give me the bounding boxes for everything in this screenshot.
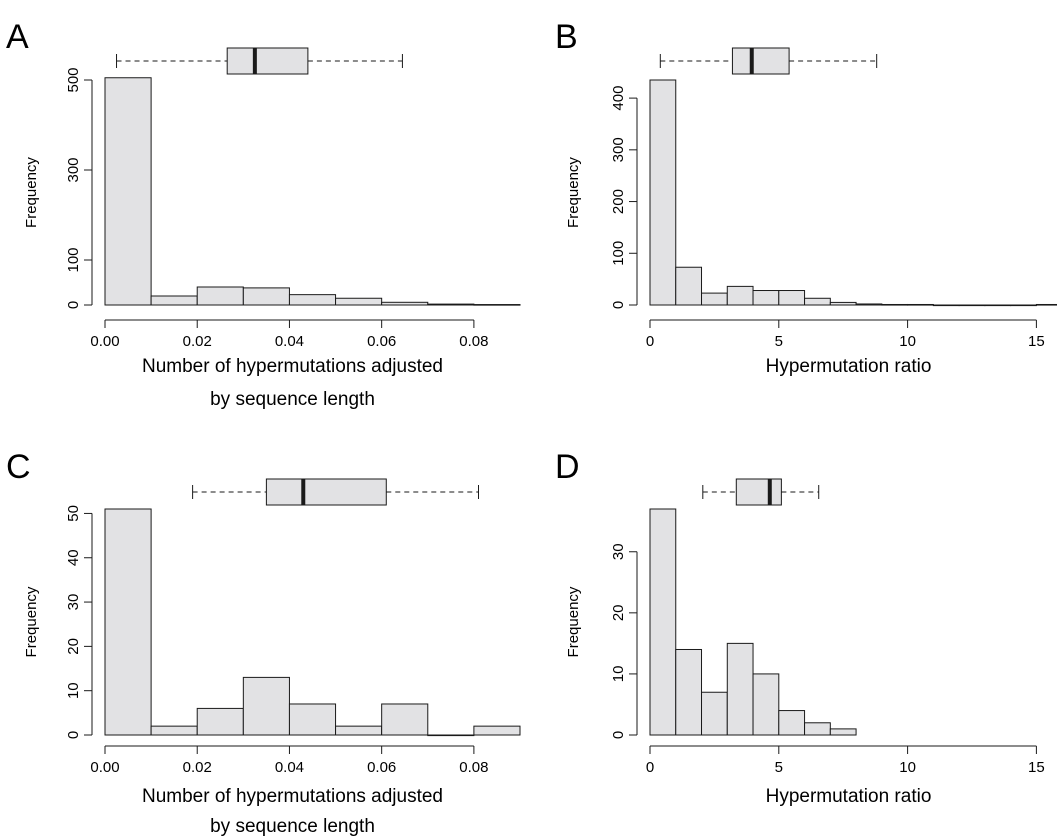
histogram-bar-C-3 <box>242 676 290 736</box>
histogram-bar-D-2 <box>701 691 728 736</box>
y-axis-title-C: Frequency <box>23 586 40 657</box>
x-tick-label-A-3: 0.06 <box>367 333 396 350</box>
y-tick-label-B-1: 100 <box>610 241 627 266</box>
panel-letter-D: D <box>555 448 580 486</box>
panel-letter-B: B <box>555 18 578 56</box>
x-tick-label-C-3: 0.06 <box>367 759 396 776</box>
histogram-bar-B-5 <box>778 290 806 306</box>
histogram-bar-B-4 <box>752 290 780 306</box>
y-tick-label-C-5: 50 <box>65 505 82 522</box>
y-tick-label-B-0: 0 <box>610 301 627 309</box>
histogram-bar-D-5 <box>778 710 806 736</box>
histogram-bar-C-1 <box>150 725 198 736</box>
histogram-bar-D-4 <box>752 673 780 736</box>
histogram-bar-D-6 <box>804 722 831 736</box>
histogram-bar-A-4 <box>288 294 337 306</box>
x-tick-label-A-2: 0.04 <box>275 333 304 350</box>
boxplot-box-C <box>265 478 387 506</box>
x-tick-label-A-4: 0.08 <box>459 333 488 350</box>
histogram-bar-A-7 <box>427 303 475 306</box>
x-tick-label-C-4: 0.08 <box>459 759 488 776</box>
y-tick-label-D-0: 0 <box>610 731 627 739</box>
y-tick-label-B-4: 400 <box>610 86 627 111</box>
x-tick-label-D-2: 10 <box>899 759 916 776</box>
histogram-bar-D-3 <box>726 642 754 736</box>
histogram-bar-B-15 <box>1035 303 1057 306</box>
x-axis-title-C: Number of hypermutations adjusted <box>142 786 443 807</box>
x-axis-title-line2-C: by sequence length <box>210 816 375 837</box>
histogram-bar-A-0 <box>104 77 152 306</box>
x-tick-label-D-3: 15 <box>1028 759 1045 776</box>
y-tick-label-C-3: 30 <box>65 594 82 611</box>
y-tick-label-C-1: 10 <box>65 682 82 699</box>
y-tick-label-D-2: 20 <box>610 604 627 621</box>
panel-letter-C: C <box>6 448 31 486</box>
x-tick-label-D-0: 0 <box>646 759 654 776</box>
y-axis-title-B: Frequency <box>565 157 582 228</box>
y-tick-label-D-1: 10 <box>610 666 627 683</box>
histogram-bar-B-1 <box>675 266 703 306</box>
histogram-bar-C-4 <box>288 703 337 736</box>
panel-letter-A: A <box>6 18 29 56</box>
y-tick-label-B-2: 200 <box>610 189 627 214</box>
x-axis-title-A: Number of hypermutations adjusted <box>142 356 443 377</box>
y-tick-label-B-3: 300 <box>610 137 627 162</box>
x-axis-title-B: Hypermutation ratio <box>766 356 932 377</box>
histogram-bar-B-11 <box>932 304 960 307</box>
boxplot-box-D <box>735 478 782 506</box>
x-tick-label-D-1: 5 <box>775 759 783 776</box>
x-tick-label-C-1: 0.02 <box>183 759 212 776</box>
histogram-bar-B-14 <box>1010 304 1037 307</box>
histogram-bar-C-8 <box>473 725 521 736</box>
y-tick-label-A-1: 100 <box>65 247 82 272</box>
x-tick-label-B-1: 5 <box>775 333 783 350</box>
x-tick-label-B-2: 10 <box>899 333 916 350</box>
y-tick-label-A-3: 500 <box>65 67 82 92</box>
histogram-bar-A-5 <box>335 297 383 306</box>
histogram-bar-D-1 <box>675 648 703 736</box>
x-tick-label-A-0: 0.00 <box>90 333 119 350</box>
histogram-bar-A-1 <box>150 295 198 306</box>
y-tick-label-A-2: 300 <box>65 157 82 182</box>
histogram-bar-A-6 <box>381 301 429 306</box>
x-tick-label-B-0: 0 <box>646 333 654 350</box>
histogram-bar-B-7 <box>829 301 857 306</box>
histogram-bar-B-6 <box>804 297 831 306</box>
histogram-bar-B-13 <box>984 304 1012 307</box>
y-tick-label-C-4: 40 <box>65 549 82 566</box>
histogram-bar-C-2 <box>196 707 244 736</box>
histogram-bar-C-0 <box>104 508 152 736</box>
x-axis-title-D: Hypermutation ratio <box>766 786 932 807</box>
histogram-bar-A-2 <box>196 286 244 306</box>
x-axis-title-line2-A: by sequence length <box>210 389 375 410</box>
histogram-bar-B-12 <box>958 304 986 307</box>
y-tick-label-D-3: 30 <box>610 543 627 560</box>
y-tick-label-C-0: 0 <box>65 731 82 739</box>
x-tick-label-A-1: 0.02 <box>183 333 212 350</box>
histogram-bar-C-6 <box>381 703 429 736</box>
histogram-bar-A-8 <box>473 304 521 306</box>
histogram-bar-D-7 <box>829 728 857 736</box>
boxplot-box-A <box>226 47 309 75</box>
histogram-bar-D-0 <box>649 508 677 736</box>
x-tick-label-C-2: 0.04 <box>275 759 304 776</box>
histogram-bar-B-8 <box>855 303 883 306</box>
y-axis-title-A: Frequency <box>23 157 40 228</box>
histogram-bar-C-5 <box>335 725 383 736</box>
histogram-bar-B-0 <box>649 79 677 306</box>
y-tick-label-A-0: 0 <box>65 301 82 309</box>
x-tick-label-B-3: 15 <box>1028 333 1045 350</box>
histogram-bar-B-10 <box>907 303 934 306</box>
histogram-bar-B-3 <box>726 285 754 306</box>
histogram-bar-B-2 <box>701 292 728 306</box>
histogram-bar-B-9 <box>881 303 909 306</box>
histogram-bar-C-7 <box>427 734 475 737</box>
y-tick-label-C-2: 20 <box>65 638 82 655</box>
y-axis-title-D: Frequency <box>565 586 582 657</box>
boxplot-box-B <box>731 47 790 75</box>
x-tick-label-C-0: 0.00 <box>90 759 119 776</box>
histogram-bar-A-3 <box>242 287 290 306</box>
